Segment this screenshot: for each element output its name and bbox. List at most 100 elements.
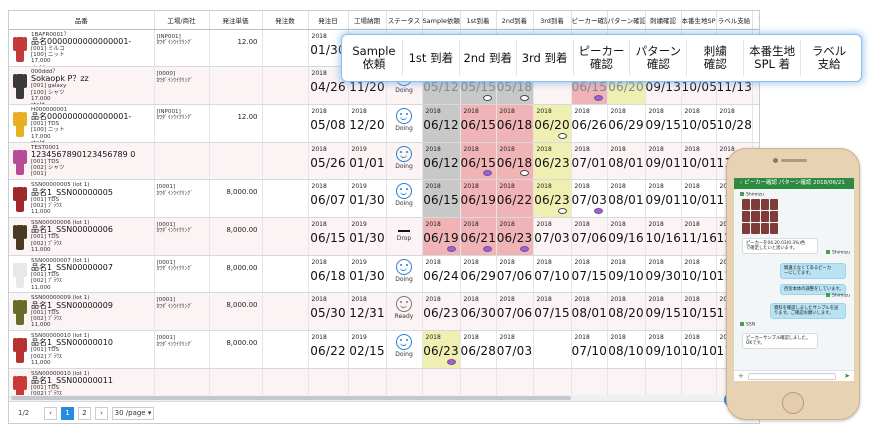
- date-cell[interactable]: 2018 08/01: [607, 179, 646, 218]
- garment-thumbnail[interactable]: [13, 260, 27, 289]
- comment-icon[interactable]: [557, 207, 567, 214]
- status-cell[interactable]: Doing: [386, 179, 423, 218]
- date-cell[interactable]: 2018 07/06: [571, 217, 608, 256]
- comment-icon[interactable]: [482, 170, 492, 177]
- date-cell[interactable]: 2018 08/10: [607, 330, 646, 369]
- page-2-button[interactable]: 2: [78, 407, 91, 420]
- date-cell[interactable]: 2018 10/15: [681, 292, 717, 331]
- status-cell[interactable]: Doing: [386, 330, 423, 369]
- date-cell[interactable]: 2019 01/30: [348, 217, 387, 256]
- date-cell[interactable]: 2018 06/22: [496, 179, 534, 218]
- date-cell[interactable]: 2018 09/15: [645, 104, 682, 143]
- comment-icon[interactable]: [446, 245, 456, 252]
- column-header[interactable]: 品番: [9, 11, 155, 30]
- date-cell[interactable]: 2018 06/26: [571, 104, 608, 143]
- date-cell[interactable]: 2018 06/19: [460, 179, 497, 218]
- date-cell[interactable]: 2018 07/06: [496, 255, 534, 294]
- date-cell[interactable]: 2018 09/01: [645, 142, 682, 181]
- next-page-button[interactable]: ›: [95, 407, 108, 420]
- table-row[interactable]: SSN00000010 (lot 1) 品名1_SSN00000010 [001] …: [9, 330, 759, 369]
- comment-icon[interactable]: [482, 245, 492, 252]
- date-cell[interactable]: 2018 06/15: [422, 179, 461, 218]
- table-row[interactable]: SSN00000006 (lot 1) 品名1_SSN00000006 [001] …: [9, 217, 759, 256]
- date-cell[interactable]: 2018 06/24: [422, 255, 461, 294]
- garment-thumbnail[interactable]: [13, 34, 27, 63]
- date-cell[interactable]: 2018 06/22: [308, 330, 349, 369]
- item-cell[interactable]: TEST0001 1234567890123456789 0 [001] TDS [0…: [9, 142, 155, 181]
- date-cell[interactable]: 2018 05/26: [308, 142, 349, 181]
- date-cell[interactable]: [752, 104, 759, 143]
- page-1-button[interactable]: 1: [61, 407, 74, 420]
- date-cell[interactable]: 2018 06/18: [496, 142, 534, 181]
- status-indicator[interactable]: Doing: [387, 256, 422, 283]
- item-cell[interactable]: SSN00000006 (lot 1) 品名1_SSN00000006 [001] …: [9, 217, 155, 256]
- date-cell[interactable]: 2018 09/15: [645, 292, 682, 331]
- date-cell[interactable]: 2018 10/28: [716, 104, 753, 143]
- date-cell[interactable]: 2018 10/16: [645, 217, 682, 256]
- chat-header[interactable]: ‹ ピーカー確認 パターン確認 2018/06/21: [734, 178, 854, 189]
- date-cell[interactable]: 2018 09/16: [607, 217, 646, 256]
- date-cell[interactable]: 2018 06/23: [496, 217, 534, 256]
- prev-page-button[interactable]: ‹: [44, 407, 57, 420]
- table-row[interactable]: SSN00000005 (lot 1) 品名1_SSN00000005 [001] …: [9, 179, 759, 218]
- date-cell[interactable]: 2018 09/30: [645, 255, 682, 294]
- date-cell[interactable]: 2018 10/01: [681, 142, 717, 181]
- date-cell[interactable]: 2018 05/08: [308, 104, 349, 143]
- column-header[interactable]: 発注数: [262, 11, 309, 30]
- date-cell[interactable]: 2018 06/18: [496, 104, 534, 143]
- date-cell[interactable]: 2018 06/29: [460, 255, 497, 294]
- garment-thumbnail[interactable]: [13, 222, 27, 251]
- column-header[interactable]: 1st到着: [460, 11, 497, 30]
- date-cell[interactable]: 2018 07/06: [496, 292, 534, 331]
- date-cell[interactable]: 2018 07/03: [496, 330, 534, 369]
- date-cell[interactable]: 2019 01/30: [348, 255, 387, 294]
- table-row[interactable]: H000000001 品名0000000000000001- [001] TDS [1…: [9, 104, 759, 143]
- status-indicator[interactable]: Doing: [387, 180, 422, 207]
- date-cell[interactable]: 2018 08/01: [571, 292, 608, 331]
- comment-icon[interactable]: [557, 132, 567, 139]
- date-cell[interactable]: 2018 04/26: [308, 66, 349, 105]
- column-header[interactable]: 工場/商社: [154, 11, 210, 30]
- date-cell[interactable]: 2018 06/18: [308, 255, 349, 294]
- item-cell[interactable]: H000000001 品名0000000000000001- [001] TDS [1…: [9, 104, 155, 143]
- item-cell[interactable]: SSN00000005 (lot 1) 品名1_SSN00000005 [001] …: [9, 179, 155, 218]
- status-indicator[interactable]: Doing: [387, 331, 422, 358]
- garment-thumbnail[interactable]: [13, 71, 27, 100]
- column-header[interactable]: 2nd到着: [496, 11, 534, 30]
- date-cell[interactable]: 2018 08/20: [607, 292, 646, 331]
- date-cell[interactable]: 2018 06/21: [460, 217, 497, 256]
- date-cell[interactable]: 2018 06/23: [422, 330, 461, 369]
- status-cell[interactable]: Doing: [386, 104, 423, 143]
- column-header[interactable]: 刺繍確認: [645, 11, 682, 30]
- column-header[interactable]: ピーカー確認: [571, 11, 608, 30]
- item-cell[interactable]: SSN00000009 (lot 1) 品名1_SSN00000009 [001] …: [9, 292, 155, 331]
- garment-thumbnail[interactable]: [13, 184, 27, 213]
- date-cell[interactable]: 2018 06/30: [460, 292, 497, 331]
- status-indicator[interactable]: Doing: [387, 143, 422, 170]
- plus-icon[interactable]: +: [738, 372, 744, 380]
- date-cell[interactable]: 2018 06/29: [607, 104, 646, 143]
- date-cell[interactable]: 2018 11/16: [681, 217, 717, 256]
- date-cell[interactable]: 2018 07/15: [571, 255, 608, 294]
- date-cell[interactable]: 2018 06/12: [422, 142, 461, 181]
- column-header[interactable]: 発注日: [308, 11, 349, 30]
- date-cell[interactable]: 2019 01/30: [348, 179, 387, 218]
- comment-icon[interactable]: [519, 245, 529, 252]
- garment-thumbnail[interactable]: [13, 297, 27, 326]
- garment-thumbnail[interactable]: [13, 109, 27, 138]
- date-cell[interactable]: 2018 10/05: [681, 104, 717, 143]
- table-row[interactable]: SSN00000007 (lot 1) 品名1_SSN00000007 [001] …: [9, 255, 759, 294]
- date-cell[interactable]: 2018 10/10: [681, 330, 717, 369]
- status-indicator[interactable]: Drop: [387, 218, 422, 242]
- column-header[interactable]: ラベル支給: [716, 11, 753, 30]
- fabric-swatch-image[interactable]: [742, 199, 778, 234]
- status-indicator[interactable]: Ready: [387, 293, 422, 320]
- comment-icon[interactable]: [593, 94, 603, 101]
- status-cell[interactable]: Doing: [386, 255, 423, 294]
- date-cell[interactable]: 2018 10/01: [681, 179, 717, 218]
- column-header[interactable]: ステータス: [386, 11, 423, 30]
- message-input[interactable]: [748, 373, 836, 380]
- date-cell[interactable]: 2018 06/12: [422, 104, 461, 143]
- scrollbar-thumb[interactable]: [11, 396, 571, 400]
